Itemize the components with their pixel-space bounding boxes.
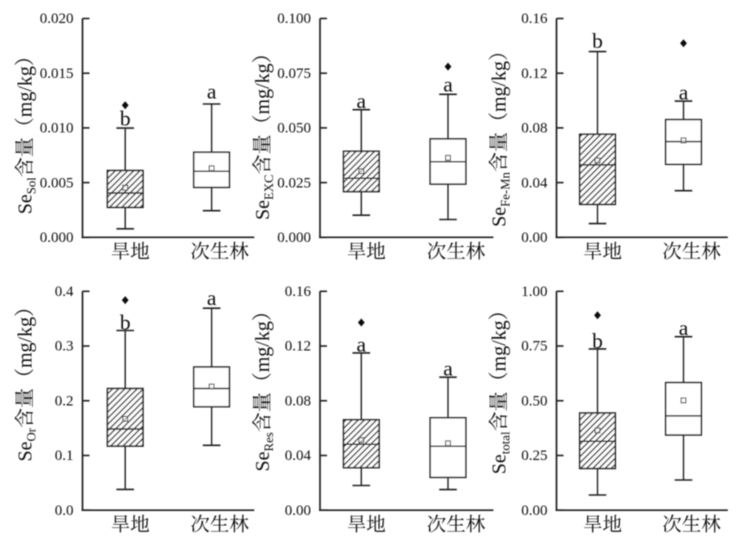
svg-text:0.010: 0.010 (40, 121, 74, 137)
svg-text:0.0: 0.0 (55, 503, 74, 519)
svg-text:a: a (443, 357, 453, 381)
svg-text:a: a (357, 89, 367, 113)
svg-text:total: total (499, 431, 513, 454)
svg-text:0.000: 0.000 (277, 230, 311, 246)
svg-text:0.12: 0.12 (521, 66, 547, 82)
svg-text:a: a (207, 80, 217, 104)
svg-text:0.005: 0.005 (40, 175, 74, 191)
svg-text:1.00: 1.00 (521, 284, 547, 300)
svg-text:0.020: 0.020 (40, 11, 74, 27)
svg-text:Se: Se (15, 441, 37, 461)
svg-text:Se: Se (252, 451, 274, 471)
svg-text:0.16: 0.16 (285, 284, 312, 300)
svg-text:mg/kg: mg/kg (252, 63, 274, 114)
svg-text:0.100: 0.100 (277, 11, 311, 27)
svg-text:Sol: Sol (25, 177, 39, 195)
svg-text:Fe-Mn: Fe-Mn (499, 171, 513, 206)
svg-text:mg/kg: mg/kg (252, 321, 274, 372)
svg-text:0.075: 0.075 (277, 66, 311, 82)
svg-text:mg/kg: mg/kg (15, 66, 37, 117)
svg-text:Se: Se (15, 194, 37, 214)
svg-text:Se: Se (489, 207, 511, 227)
svg-text:0.00: 0.00 (521, 503, 547, 519)
svg-text:Se: Se (489, 454, 511, 474)
svg-text:b: b (120, 311, 131, 335)
svg-text:a: a (443, 73, 453, 97)
svg-text:0.16: 0.16 (521, 11, 548, 27)
svg-text:0.12: 0.12 (285, 339, 311, 355)
svg-text:0.04: 0.04 (521, 175, 548, 191)
svg-text:mg/kg: mg/kg (489, 320, 511, 371)
svg-text:Se: Se (252, 200, 274, 220)
svg-text:mg/kg: mg/kg (489, 61, 511, 112)
svg-text:0.00: 0.00 (521, 230, 547, 246)
svg-text:0.08: 0.08 (285, 393, 311, 409)
svg-text:0.75: 0.75 (521, 339, 547, 355)
svg-text:a: a (679, 80, 689, 104)
svg-text:0.3: 0.3 (55, 339, 74, 355)
svg-text:Res: Res (262, 432, 276, 451)
svg-text:a: a (207, 286, 217, 310)
svg-text:0.25: 0.25 (521, 448, 547, 464)
svg-text:mg/kg: mg/kg (15, 317, 37, 368)
svg-text:0.015: 0.015 (40, 66, 74, 82)
svg-text:0.04: 0.04 (285, 448, 312, 464)
svg-text:0.50: 0.50 (521, 393, 547, 409)
svg-text:b: b (592, 329, 603, 353)
svg-text:0.2: 0.2 (55, 393, 74, 409)
svg-text:0.025: 0.025 (277, 175, 311, 191)
svg-text:0.050: 0.050 (277, 121, 311, 137)
svg-text:Or: Or (25, 427, 39, 441)
svg-text:0.08: 0.08 (521, 121, 547, 137)
svg-text:0.00: 0.00 (285, 503, 311, 519)
svg-text:0.1: 0.1 (55, 448, 74, 464)
svg-text:a: a (679, 316, 689, 340)
svg-text:b: b (592, 29, 603, 53)
svg-text:a: a (357, 332, 367, 356)
svg-text:b: b (120, 107, 131, 131)
svg-text:EXC: EXC (262, 174, 276, 200)
svg-text:0.000: 0.000 (40, 230, 74, 246)
svg-text:0.4: 0.4 (55, 284, 74, 300)
